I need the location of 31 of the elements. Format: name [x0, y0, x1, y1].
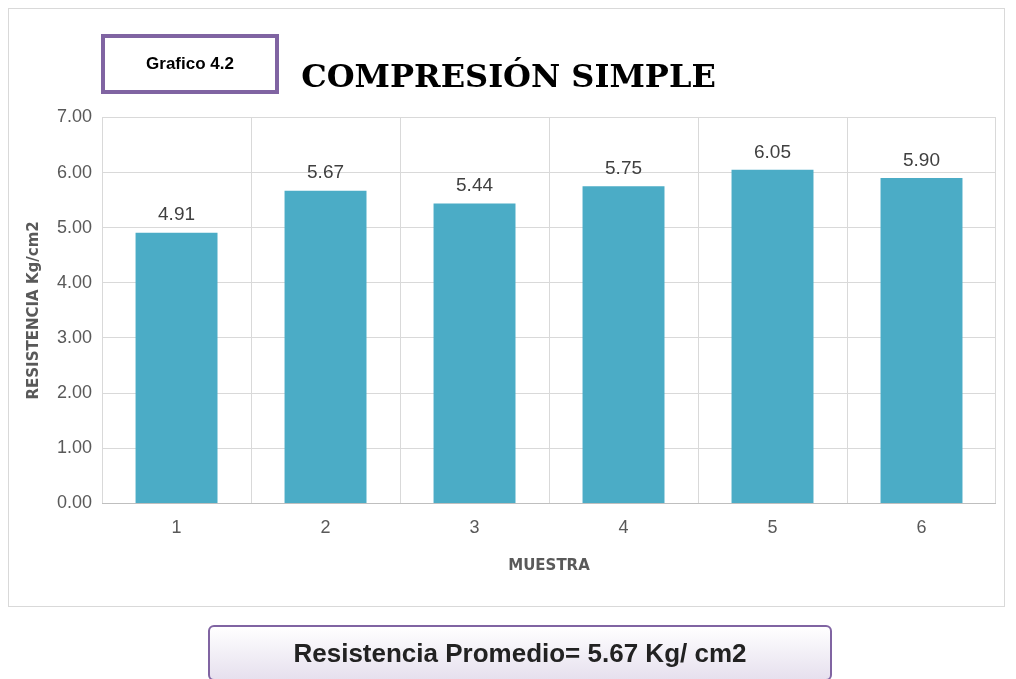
x-tick-label: 6: [916, 517, 927, 538]
bar: [880, 178, 963, 503]
data-label: 5.75: [605, 157, 643, 179]
x-tick-label: 3: [469, 517, 480, 538]
y-tick-label: 6.00: [56, 161, 93, 182]
data-label: 6.05: [754, 140, 791, 162]
y-tick-label: 5.00: [56, 216, 93, 237]
bar: [731, 169, 814, 503]
bar: [135, 232, 218, 503]
y-tick-label: 1.00: [56, 437, 93, 458]
bar: [433, 203, 516, 503]
bar: [582, 186, 665, 503]
text: Grafico 4.2: [101, 34, 279, 94]
x-tick-label: 4: [618, 517, 629, 538]
chart-title: COMPRESIÓN SIMPLE: [301, 56, 716, 95]
x-tick-label: 1: [171, 517, 182, 538]
data-label: 5.44: [456, 174, 494, 196]
text: Resistencia Promedio= 5.67 Kg/ cm2: [208, 625, 832, 679]
x-axis-title: MUESTRA: [508, 555, 591, 574]
y-tick-label: 7.00: [56, 106, 93, 127]
data-label: 5.90: [903, 148, 940, 170]
y-tick-label: 0.00: [56, 492, 93, 513]
data-label: 5.67: [307, 161, 345, 183]
y-axis-title: RESISTENCIA Kg/cm2: [23, 221, 42, 400]
x-tick-label: 2: [320, 517, 331, 538]
y-tick-label: 2.00: [56, 382, 93, 403]
x-tick-label: 5: [767, 517, 778, 538]
y-tick-label: 4.00: [56, 271, 93, 292]
bar: [284, 190, 367, 503]
data-label: 4.91: [158, 203, 196, 225]
y-tick-label: 3.00: [56, 326, 93, 347]
